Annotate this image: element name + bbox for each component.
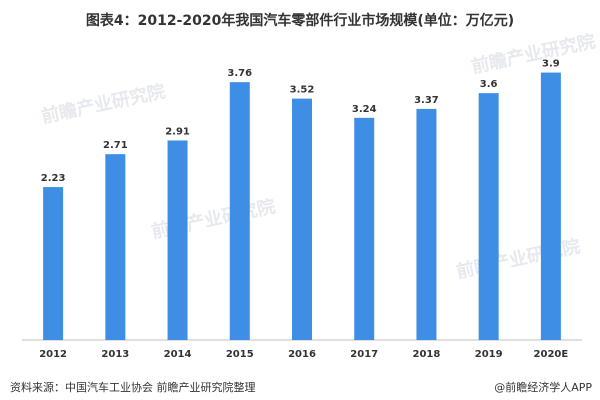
data-label-2020E: 3.9	[542, 59, 560, 70]
bar-2012	[43, 187, 64, 340]
bar-2017	[354, 117, 375, 340]
data-label-2016: 3.52	[290, 85, 315, 96]
data-label-2015: 3.76	[227, 68, 252, 79]
x-tick-2017: 2017	[350, 349, 378, 360]
bar-2018	[416, 108, 437, 341]
data-label-2012: 2.23	[41, 173, 66, 184]
data-label-2017: 3.24	[352, 104, 377, 115]
x-tick-2018: 2018	[413, 349, 441, 360]
bar-2016	[292, 98, 312, 340]
bar-2020E	[540, 72, 561, 341]
credit-note: @前瞻经济学人APP	[494, 381, 592, 394]
x-tick-2014: 2014	[164, 349, 192, 360]
x-tick-2016: 2016	[288, 349, 316, 360]
data-label-2013: 2.71	[103, 140, 128, 151]
data-label-2018: 3.37	[414, 95, 439, 106]
bar-2019	[478, 93, 499, 341]
data-label-2014: 2.91	[165, 126, 190, 137]
source-note: 资料来源：中国汽车工业协会 前瞻产业研究院整理	[10, 381, 256, 394]
x-tick-2020E: 2020E	[534, 349, 569, 360]
x-tick-2013: 2013	[101, 349, 129, 360]
bar-2013	[105, 154, 126, 340]
x-tick-2019: 2019	[475, 349, 503, 360]
bar-2015	[229, 82, 250, 341]
chart-title: 图表4：2012-2020年我国汽车零部件行业市场规模(单位：万亿元)	[85, 13, 515, 29]
data-label-2019: 3.6	[480, 79, 498, 90]
x-tick-2015: 2015	[226, 349, 254, 360]
x-tick-2012: 2012	[39, 349, 67, 360]
bar-2014	[167, 140, 188, 340]
